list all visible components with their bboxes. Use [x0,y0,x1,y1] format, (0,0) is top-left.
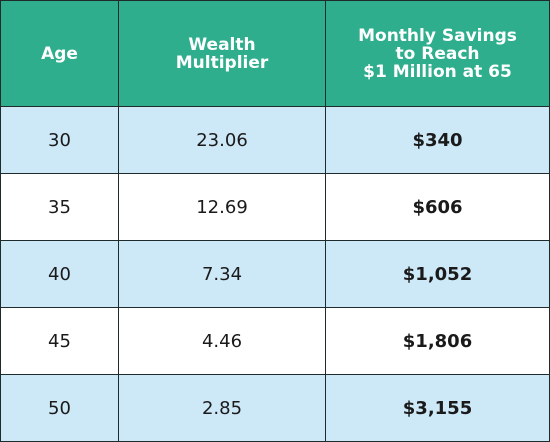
multiplier-cell: 7.34 [118,240,326,308]
age-cell: 30 [0,106,119,174]
header-savings-line-2: to Reach [395,43,480,64]
savings-cell: $606 [325,173,550,241]
header-wealth-multiplier: Wealth Multiplier [118,0,326,107]
header-age: Age [0,0,119,107]
multiplier-cell: 23.06 [118,106,326,174]
age-cell: 50 [0,374,119,442]
header-monthly-savings: Monthly Savings to Reach $1 Million at 6… [325,0,550,107]
table-row: 45 4.46 $1,806 [0,307,550,375]
age-cell: 45 [0,307,119,375]
savings-cell: $340 [325,106,550,174]
header-age-line: Age [41,43,78,64]
multiplier-cell: 2.85 [118,374,326,442]
table-row: 50 2.85 $3,155 [0,374,550,442]
savings-cell: $1,052 [325,240,550,308]
multiplier-cell: 12.69 [118,173,326,241]
header-multiplier-line-1: Wealth [188,34,256,55]
savings-cell: $3,155 [325,374,550,442]
table-row: 30 23.06 $340 [0,106,550,174]
header-savings-line-1: Monthly Savings [358,25,517,46]
header-row: Age Wealth Multiplier Monthly Savings to… [0,0,550,107]
table-row: 40 7.34 $1,052 [0,240,550,308]
header-multiplier-line-2: Multiplier [175,52,269,73]
age-cell: 40 [0,240,119,308]
multiplier-cell: 4.46 [118,307,326,375]
header-savings-line-3: $1 Million at 65 [363,61,512,82]
savings-cell: $1,806 [325,307,550,375]
age-cell: 35 [0,173,119,241]
table-row: 35 12.69 $606 [0,173,550,241]
